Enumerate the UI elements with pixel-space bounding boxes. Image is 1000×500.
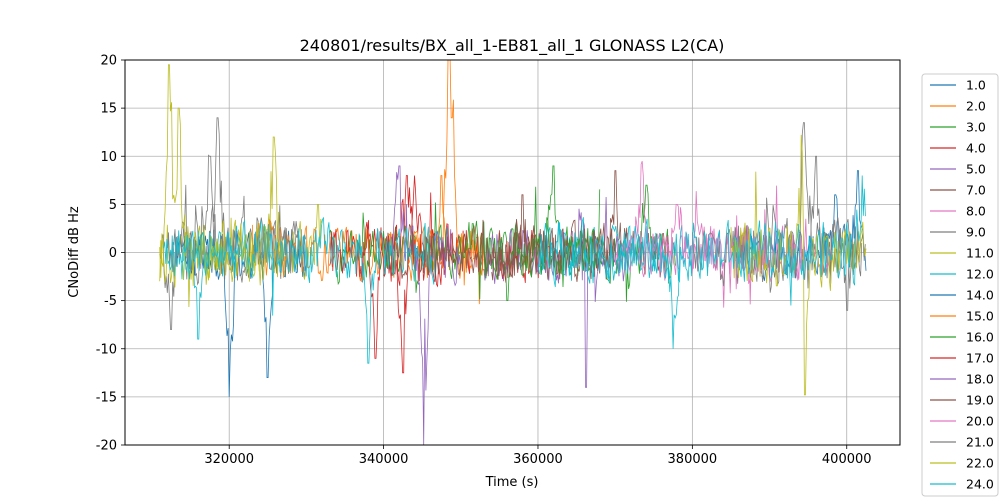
legend-label: 7.0 [966, 183, 986, 198]
series-line [390, 165, 461, 445]
x-tick-label: 360000 [513, 452, 563, 467]
legend-label: 14.0 [966, 288, 994, 303]
series-line [163, 175, 866, 364]
y-tick-label: -10 [96, 342, 117, 357]
y-tick-label: 10 [100, 150, 117, 165]
legend-label: 8.0 [966, 204, 986, 219]
legend-label: 20.0 [966, 414, 994, 429]
legend-label: 5.0 [966, 162, 986, 177]
y-axis: -20 -15 -10 -5 0 5 10 15 20 [96, 54, 125, 454]
y-tick-label: -15 [96, 390, 117, 405]
legend-label: 3.0 [966, 120, 986, 135]
legend-label: 11.0 [966, 246, 994, 261]
y-tick-label: -5 [104, 294, 117, 309]
legend-label: 15.0 [966, 309, 994, 324]
x-axis-label: Time (s) [485, 475, 539, 490]
x-tick-label: 320000 [204, 452, 254, 467]
legend-label: 16.0 [966, 330, 994, 345]
legend-label: 2.0 [966, 99, 986, 114]
x-tick-label: 380000 [668, 452, 718, 467]
series-layer [159, 60, 867, 445]
y-tick-label: 0 [109, 246, 117, 261]
legend-label: 22.0 [966, 456, 994, 471]
legend-label: 1.0 [966, 78, 986, 93]
x-tick-label: 400000 [822, 452, 872, 467]
x-axis: 320000 340000 360000 380000 400000 [204, 445, 872, 467]
y-axis-label: CNoDiff dB Hz [67, 206, 82, 298]
legend-label: 9.0 [966, 225, 986, 240]
legend-label: 17.0 [966, 351, 994, 366]
x-tick-label: 340000 [359, 452, 409, 467]
legend-label: 21.0 [966, 435, 994, 450]
chart-title: 240801/results/BX_all_1-EB81_all_1 GLONA… [300, 36, 725, 56]
legend-label: 19.0 [966, 393, 994, 408]
y-tick-label: 15 [100, 102, 117, 117]
legend-frame [921, 73, 999, 497]
legend-label: 12.0 [966, 267, 994, 282]
y-tick-label: -20 [96, 439, 117, 454]
legend: 1.0 2.0 3.0 4.0 5.0 7.0 8.0 9.0 11.0 12.0 14.0 15.0… [921, 73, 999, 497]
y-tick-label: 5 [109, 198, 117, 213]
legend-label: 24.0 [966, 477, 994, 492]
y-tick-label: 20 [100, 54, 117, 69]
series-line [329, 189, 601, 301]
legend-label: 4.0 [966, 141, 986, 156]
legend-label: 18.0 [966, 372, 994, 387]
